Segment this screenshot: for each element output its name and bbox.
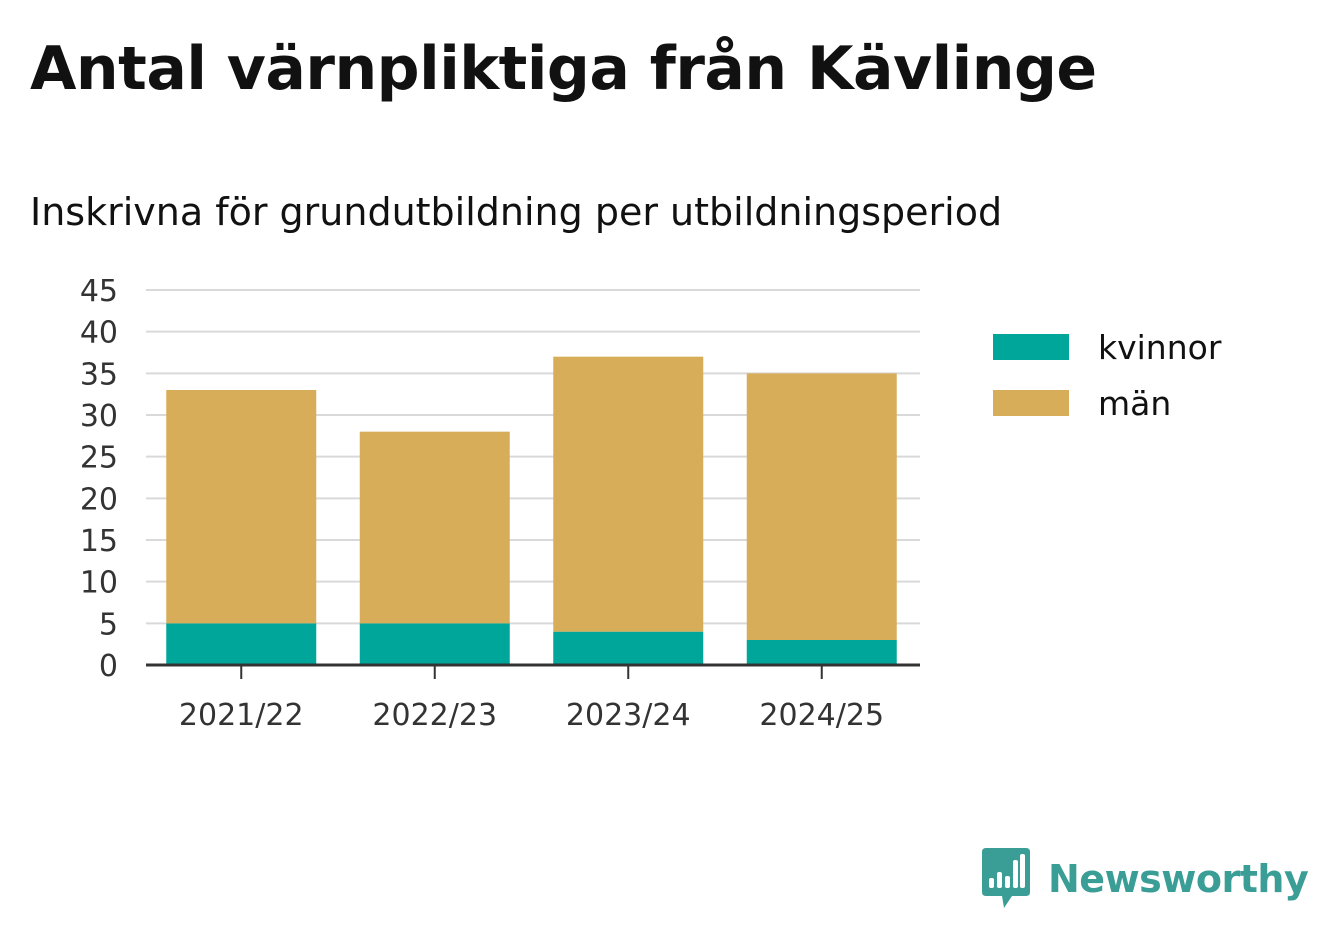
x-tick-label: 2021/22 xyxy=(179,698,304,733)
y-tick-label: 45 xyxy=(80,274,118,309)
bar-kvinnor-2023-24 xyxy=(553,631,704,665)
legend-label-män: män xyxy=(1098,384,1171,423)
y-tick-label: 15 xyxy=(80,524,118,559)
y-tick-label: 10 xyxy=(80,566,118,601)
bars xyxy=(166,356,897,665)
bar-män-2022-23 xyxy=(359,431,510,624)
bar-män-2021-22 xyxy=(166,390,317,624)
y-tick-label: 0 xyxy=(99,649,118,684)
y-tick-label: 30 xyxy=(80,399,118,434)
bar-kvinnor-2024-25 xyxy=(746,640,897,665)
newsworthy-logo-text: Newsworthy xyxy=(1048,857,1309,901)
newsworthy-logo: Newsworthy xyxy=(982,848,1309,910)
y-tick-label: 20 xyxy=(80,482,118,517)
chart-subtitle: Inskrivna för grundutbildning per utbild… xyxy=(30,190,1003,234)
legend-swatch-män xyxy=(993,390,1069,416)
x-tick-label: 2022/23 xyxy=(372,698,497,733)
axes: 0 5 10 15 20 25 30 35 40 45 2021/22 2022/23 2023/24 2… xyxy=(80,274,920,733)
chart-title: Antal värnpliktiga från Kävlinge xyxy=(30,34,1097,104)
y-tick-label: 5 xyxy=(99,607,118,642)
bar-män-2023-24 xyxy=(553,356,704,632)
y-tick-label: 25 xyxy=(80,441,118,476)
legend-swatch-kvinnor xyxy=(993,334,1069,360)
bar-kvinnor-2021-22 xyxy=(166,623,317,665)
bar-män-2024-25 xyxy=(746,373,897,640)
legend: kvinnor män xyxy=(993,328,1222,423)
y-tick-label: 40 xyxy=(80,316,118,351)
x-tick-label: 2023/24 xyxy=(566,698,691,733)
legend-label-kvinnor: kvinnor xyxy=(1098,328,1222,367)
bar-kvinnor-2022-23 xyxy=(359,623,510,665)
newsworthy-logo-icon xyxy=(982,848,1030,908)
y-tick-label: 35 xyxy=(80,357,118,392)
x-tick-label: 2024/25 xyxy=(759,698,884,733)
